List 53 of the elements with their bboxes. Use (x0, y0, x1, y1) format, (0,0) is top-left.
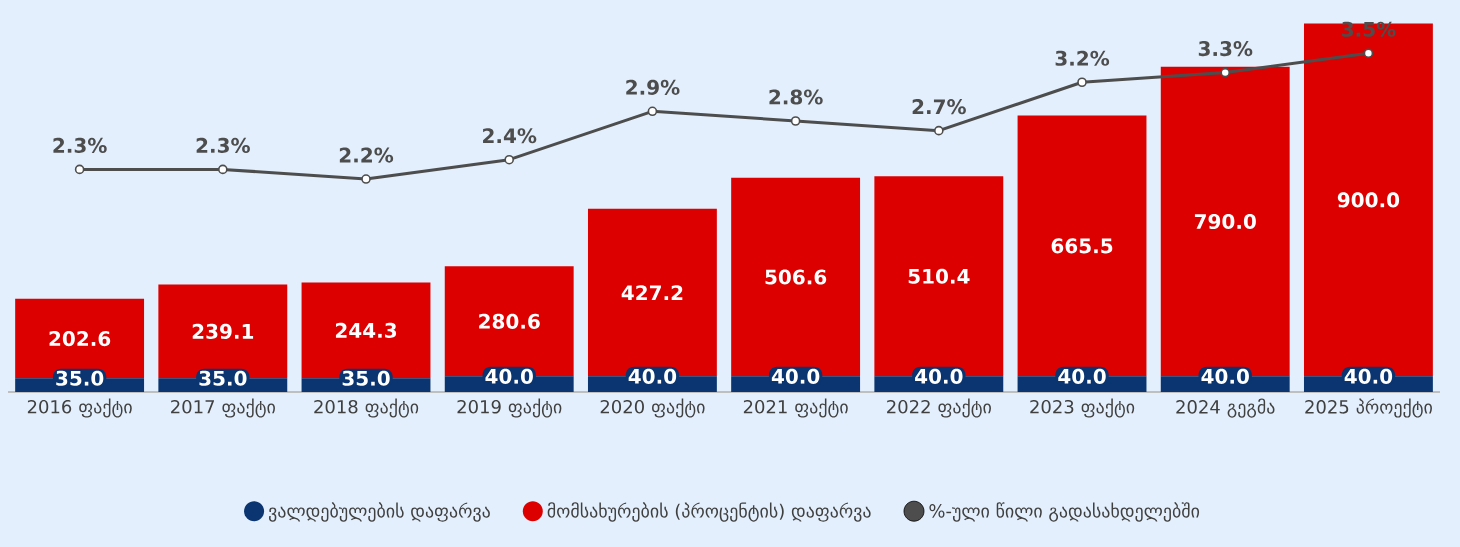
data-label: 280.6 (479, 313, 540, 329)
data-label: 244.3 (335, 322, 397, 338)
data-label: 202.6 (49, 330, 111, 347)
data-label: 2.4% (483, 128, 537, 144)
data-label: 510.4 (908, 268, 970, 284)
point (1220, 67, 1231, 78)
point (361, 174, 371, 184)
data-label: 2.8% (769, 89, 823, 105)
data-label: 790.0 (1194, 213, 1256, 230)
data-label: 40.0 (628, 368, 677, 384)
data-label: 2.7% (912, 99, 966, 115)
data-label: 2.3% (196, 137, 250, 153)
data-label: 3.5% (1342, 21, 1396, 37)
data-label: 239.1 (192, 323, 254, 339)
x-tick-label: 2021 ფაქტი (743, 398, 848, 418)
x-tick-label: 2023 ფაქტი (1030, 398, 1135, 418)
x-tick-label: 2024 გეგმა (1176, 398, 1275, 418)
data-label: 35.0 (342, 370, 390, 386)
point (790, 116, 801, 126)
point (504, 154, 515, 165)
data-label: 2.3% (53, 137, 107, 153)
data-label: 427.2 (621, 285, 683, 301)
x-tick-label: 2019 ფაქტი (457, 398, 562, 418)
legend-label: მომსახურების (პროცენტის) დაფარვა (547, 502, 871, 522)
x-tick-label: 2017 ფაქტი (171, 398, 275, 418)
legend-label: ვალდებულების დაფარვა (268, 502, 490, 522)
data-label: 506.6 (765, 269, 827, 285)
x-tick-label: 2016 ფაქტი (27, 398, 132, 418)
x-tick-label: 2018 ფაქტი (314, 398, 419, 418)
data-label: 40.0 (1344, 368, 1393, 384)
point (218, 164, 228, 175)
x-tick-label: 2020 ფაქტი (600, 398, 705, 418)
data-label: 40.0 (1058, 368, 1106, 384)
x-tick-label: 2025 პროექტი (1305, 398, 1432, 418)
data-label: 2.9% (626, 79, 680, 95)
data-label: 2.2% (339, 147, 394, 163)
point (647, 106, 658, 117)
data-label: 900.0 (1337, 192, 1400, 208)
point (74, 164, 85, 175)
x-tick-label: 2022 ფაქტი (887, 398, 991, 418)
point (1077, 77, 1087, 88)
point (1363, 48, 1374, 59)
data-label: 665.5 (1051, 238, 1113, 254)
data-label: 40.0 (1201, 368, 1249, 384)
legend-label: %-ული წილი გადასახდელებში (929, 502, 1200, 522)
data-label: 3.2% (1055, 50, 1110, 66)
data-label: 40.0 (485, 368, 533, 384)
data-label: 40.0 (771, 368, 820, 384)
data-label: 3.3% (1198, 41, 1253, 57)
data-label: 35.0 (199, 370, 247, 386)
point (934, 125, 944, 136)
data-label: 40.0 (915, 368, 963, 384)
data-label: 35.0 (56, 370, 104, 386)
